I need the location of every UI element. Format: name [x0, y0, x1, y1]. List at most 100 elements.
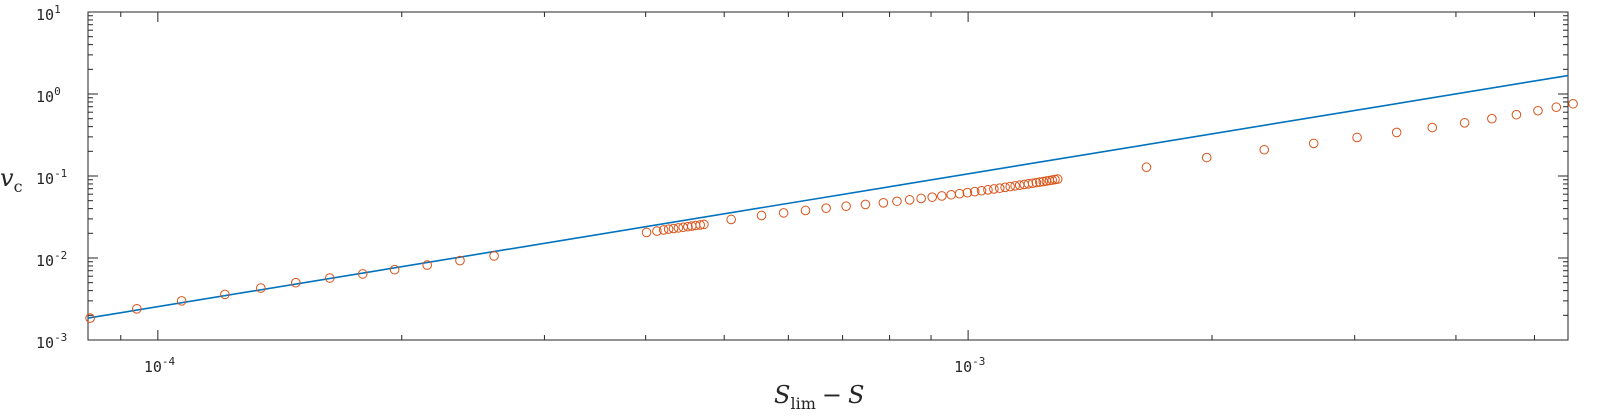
y-axis-label: vc	[0, 164, 23, 196]
y-tick-label-base: 10	[36, 334, 54, 352]
y-tick-label-base: 10	[36, 170, 54, 188]
data-point	[699, 219, 709, 230]
data-point	[994, 183, 1005, 193]
data-point	[1308, 138, 1319, 149]
data-point	[989, 184, 999, 194]
data-point	[1352, 132, 1362, 143]
data-point	[800, 205, 811, 216]
data-point	[489, 251, 499, 261]
fit-line-layer	[87, 74, 1569, 319]
data-point	[1010, 181, 1020, 191]
data-point	[1427, 122, 1438, 133]
data-point	[946, 189, 956, 200]
data-point	[969, 186, 980, 197]
x-axis-label-operator: −	[822, 381, 842, 409]
data-layer	[85, 74, 1578, 323]
x-axis-label-subscript: lim	[790, 394, 815, 413]
axis-ticks	[88, 11, 1568, 341]
data-point	[455, 255, 465, 266]
y-tick-label-base: 10	[36, 252, 54, 270]
data-point	[422, 260, 432, 270]
data-point	[658, 225, 669, 235]
data-point	[1052, 174, 1063, 184]
data-point	[1038, 176, 1049, 187]
data-point	[1568, 98, 1578, 109]
data-point	[389, 264, 400, 275]
data-point	[1459, 118, 1470, 128]
data-point	[976, 185, 987, 196]
marker-layer	[85, 98, 1578, 323]
y-tick-label-exponent: -1	[54, 167, 67, 180]
x-axis-label-symbol-2: S	[848, 381, 864, 409]
data-point	[1511, 109, 1522, 120]
data-point	[892, 196, 902, 207]
y-tick-label: 100	[36, 85, 61, 106]
y-tick-label: 10-3	[36, 331, 67, 352]
data-point	[726, 214, 736, 225]
y-tick-label-base: 10	[36, 88, 54, 106]
data-point	[841, 201, 851, 212]
y-axis-label-symbol: v	[0, 164, 14, 192]
y-tick-label-exponent: -2	[54, 249, 67, 262]
data-point	[357, 269, 368, 279]
data-point	[904, 195, 915, 205]
x-tick-label: 10-3	[954, 355, 985, 376]
y-tick-label: 101	[36, 3, 61, 24]
data-point	[668, 223, 679, 234]
y-tick-label-exponent: 1	[54, 3, 61, 16]
data-point	[778, 208, 789, 218]
data-point	[1023, 179, 1034, 189]
data-point	[1391, 127, 1402, 138]
data-point	[695, 220, 705, 230]
data-point	[1487, 113, 1497, 124]
data-point	[641, 227, 652, 238]
data-point	[220, 289, 230, 300]
y-tick-label-exponent: -3	[54, 331, 67, 344]
x-tick-label-exponent: -3	[972, 355, 985, 368]
data-point	[821, 203, 831, 213]
data-point	[663, 224, 674, 234]
data-point	[290, 277, 301, 288]
data-point	[132, 304, 142, 314]
data-point	[1201, 152, 1212, 163]
data-point	[916, 193, 926, 204]
data-point	[1031, 177, 1042, 188]
y-axis-label-subscript: c	[14, 177, 23, 196]
y-tick-label-base: 10	[36, 6, 54, 24]
data-point	[878, 198, 889, 208]
data-point	[1551, 102, 1562, 113]
data-point	[652, 226, 662, 236]
x-tick-label-base: 10	[144, 358, 162, 376]
data-point	[673, 223, 684, 233]
data-point	[1141, 162, 1152, 173]
data-point	[1000, 182, 1010, 193]
data-point	[683, 221, 693, 232]
data-point	[1005, 181, 1015, 192]
y-tick-label-exponent: 0	[54, 85, 61, 98]
data-point	[1533, 105, 1543, 116]
x-axis-label: Slim − S	[774, 381, 864, 413]
data-point	[1035, 177, 1045, 187]
data-point	[85, 313, 95, 323]
data-point	[756, 210, 767, 221]
data-point	[954, 188, 965, 199]
axes-box	[87, 11, 1569, 341]
data-point	[324, 273, 335, 283]
data-point	[256, 283, 266, 293]
y-tick-label: 10-1	[36, 167, 67, 188]
data-point	[1027, 178, 1038, 189]
data-point	[927, 192, 938, 202]
data-point	[962, 187, 973, 198]
x-tick-label-exponent: -4	[162, 355, 176, 368]
data-point	[1259, 144, 1270, 155]
y-tick-label: 10-2	[36, 249, 67, 270]
x-tick-label-base: 10	[954, 358, 972, 376]
x-axis-label-symbol: S	[774, 381, 790, 409]
fit-line	[87, 74, 1569, 319]
x-tick-label: 10-4	[144, 355, 176, 376]
data-point	[937, 191, 947, 201]
data-point	[176, 296, 187, 306]
data-point	[983, 185, 993, 195]
